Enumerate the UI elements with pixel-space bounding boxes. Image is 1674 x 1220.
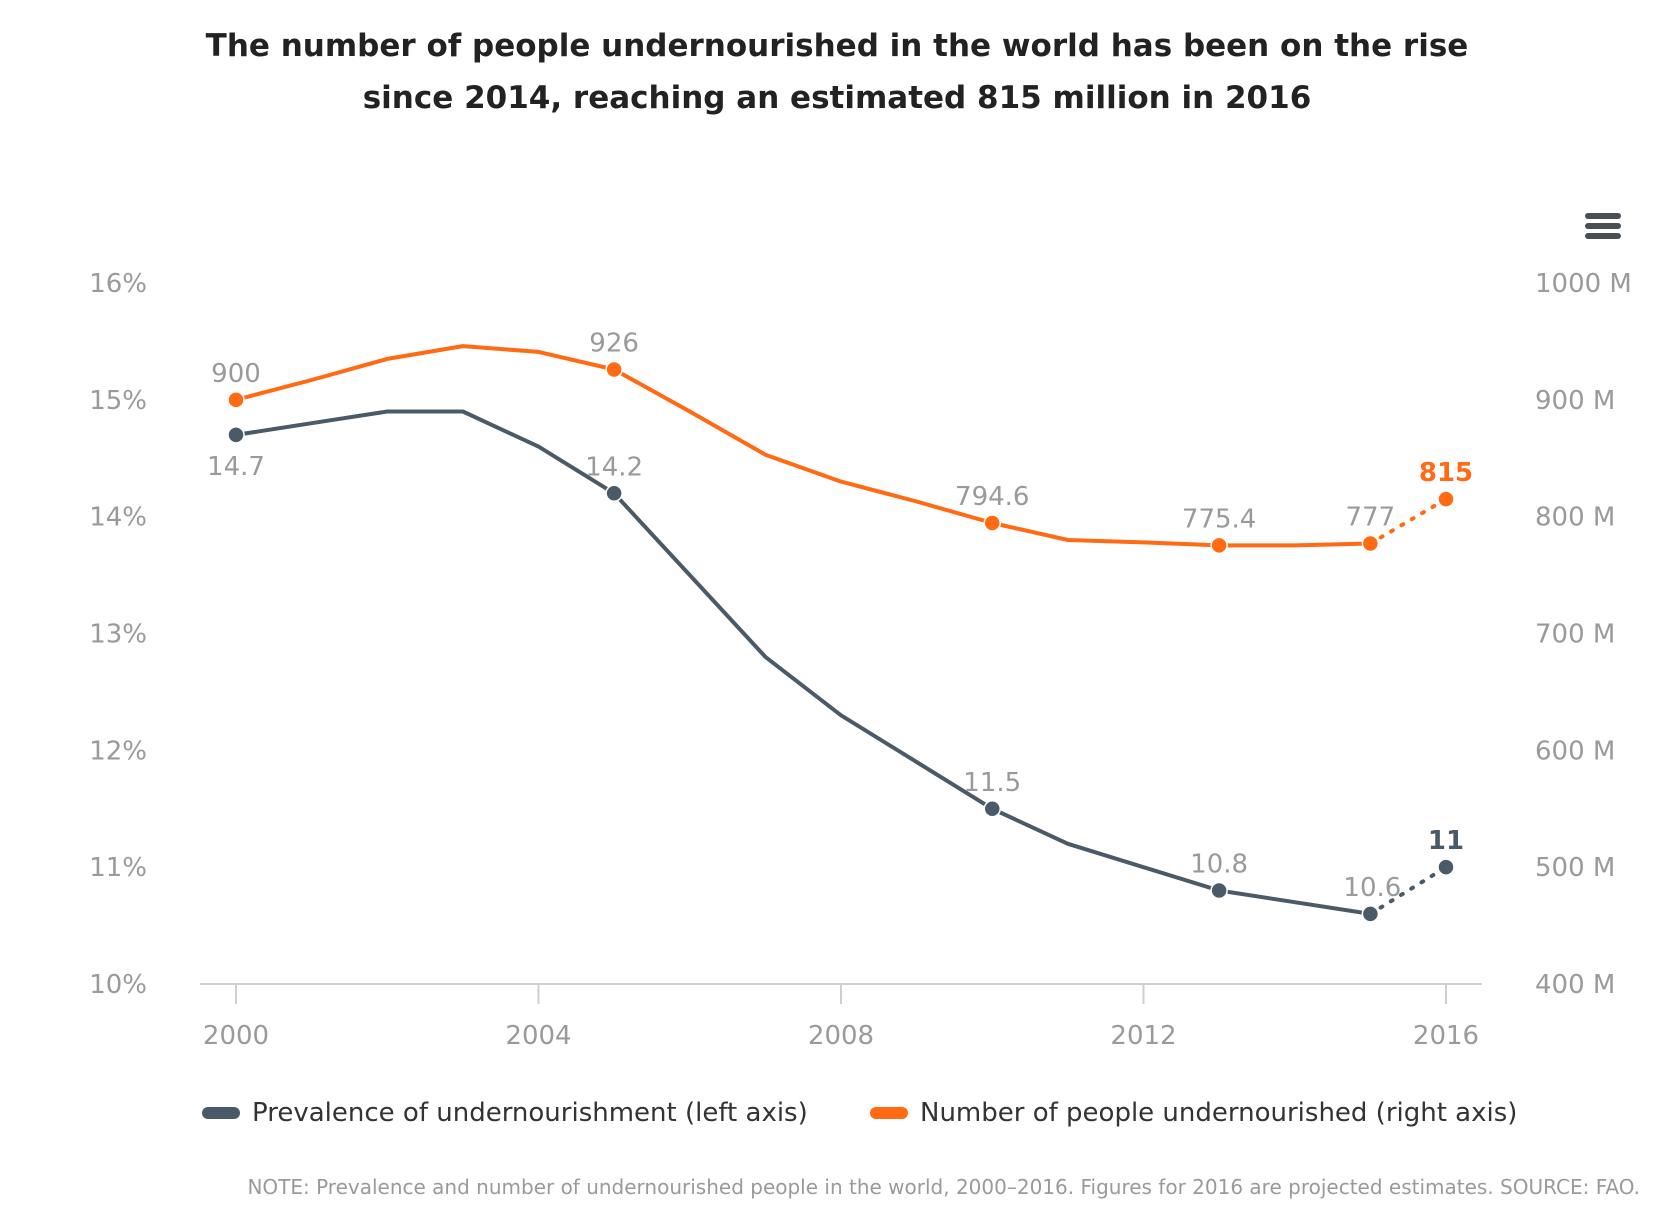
footnote: NOTE: Prevalence and number of undernour… (247, 1175, 1640, 1199)
data-point-prevalence-2000 (227, 426, 245, 444)
chart-title-line-2: since 2014, reaching an estimated 815 mi… (362, 80, 1312, 116)
x-tick-label-2012: 2012 (1110, 1021, 1176, 1051)
legend-label-prevalence: Prevalence of undernourishment (left axi… (252, 1098, 808, 1128)
legend-swatch-prevalence (202, 1107, 240, 1119)
data-point-number-2015 (1361, 534, 1380, 553)
chart-title-line-1: The number of people undernourished in t… (205, 28, 1469, 64)
legend-item-number[interactable]: Number of people undernourished (right a… (870, 1098, 1517, 1128)
y-right-tick-label-2: 600 M (1535, 736, 1615, 766)
data-point-prevalence-2013 (1210, 881, 1228, 900)
data-label-prevalence-2015: 10.6 (1343, 873, 1401, 903)
y-left-tick-label-3: 13% (89, 620, 147, 650)
data-label-number-2015: 777 (1346, 503, 1396, 533)
data-label-number-2000: 900 (211, 359, 261, 389)
data-label-number-2013: 775.4 (1182, 504, 1256, 534)
line-chart: 2000 2004 2008 2012 2016 10% 11% 12% 13% 14% 15% 16… (89, 269, 1632, 1051)
x-tick-label-2000: 2000 (203, 1021, 269, 1051)
data-point-number-2016 (1437, 490, 1455, 508)
y-right-tick-label-5: 900 M (1535, 386, 1615, 416)
data-label-prevalence-2016: 11 (1428, 826, 1464, 856)
y-left-tick-label-5: 15% (89, 386, 147, 416)
series-projection-line-number (1368, 497, 1448, 546)
y-right-tick-label-6: 1000 M (1535, 269, 1632, 299)
legend-label-number: Number of people undernourished (right a… (920, 1098, 1518, 1128)
y-left-tick-label-6: 16% (89, 269, 147, 299)
hamburger-menu-icon[interactable] (1585, 213, 1621, 241)
x-tick-label-2016: 2016 (1413, 1021, 1479, 1051)
y-right-tick-label-3: 700 M (1535, 620, 1615, 650)
y-right-tick-label-1: 500 M (1535, 853, 1615, 883)
y-right-tick-label-4: 800 M (1535, 503, 1615, 533)
data-point-prevalence-2016 (1437, 858, 1455, 876)
legend-item-prevalence[interactable]: Prevalence of undernourishment (left axi… (202, 1098, 808, 1128)
data-point-prevalence-2010 (983, 800, 1001, 818)
data-point-number-2000 (227, 391, 245, 409)
chart-title: The number of people undernourished in t… (0, 20, 1674, 124)
x-tick-label-2008: 2008 (808, 1021, 874, 1051)
x-tick-label-2004: 2004 (505, 1021, 571, 1051)
data-label-prevalence-2013: 10.8 (1190, 850, 1248, 880)
data-point-number-2010 (983, 514, 1001, 532)
series-line-prevalence (234, 409, 1373, 916)
data-label-number-2016: 815 (1419, 458, 1473, 488)
data-point-prevalence-2005 (605, 484, 623, 503)
series-line-number (234, 344, 1373, 548)
legend-swatch-number (870, 1107, 908, 1119)
y-left-tick-label-0: 10% (89, 970, 147, 1000)
data-point-number-2005 (605, 360, 623, 379)
data-point-prevalence-2015 (1361, 905, 1380, 923)
data-label-prevalence-2005: 14.2 (585, 452, 643, 482)
y-left-tick-label-2: 12% (89, 736, 147, 766)
y-right-tick-label-0: 400 M (1535, 970, 1615, 1000)
y-left-tick-label-1: 11% (89, 853, 147, 883)
legend: Prevalence of undernourishment (left axi… (0, 1098, 1674, 1138)
data-label-prevalence-2000: 14.7 (207, 452, 265, 482)
data-point-number-2013 (1210, 536, 1228, 555)
data-label-number-2005: 926 (589, 328, 639, 358)
data-label-number-2010: 794.6 (955, 482, 1029, 512)
series-projection-line-prevalence (1368, 865, 1448, 916)
y-left-tick-label-4: 14% (89, 503, 147, 533)
data-label-prevalence-2010: 11.5 (963, 768, 1021, 798)
